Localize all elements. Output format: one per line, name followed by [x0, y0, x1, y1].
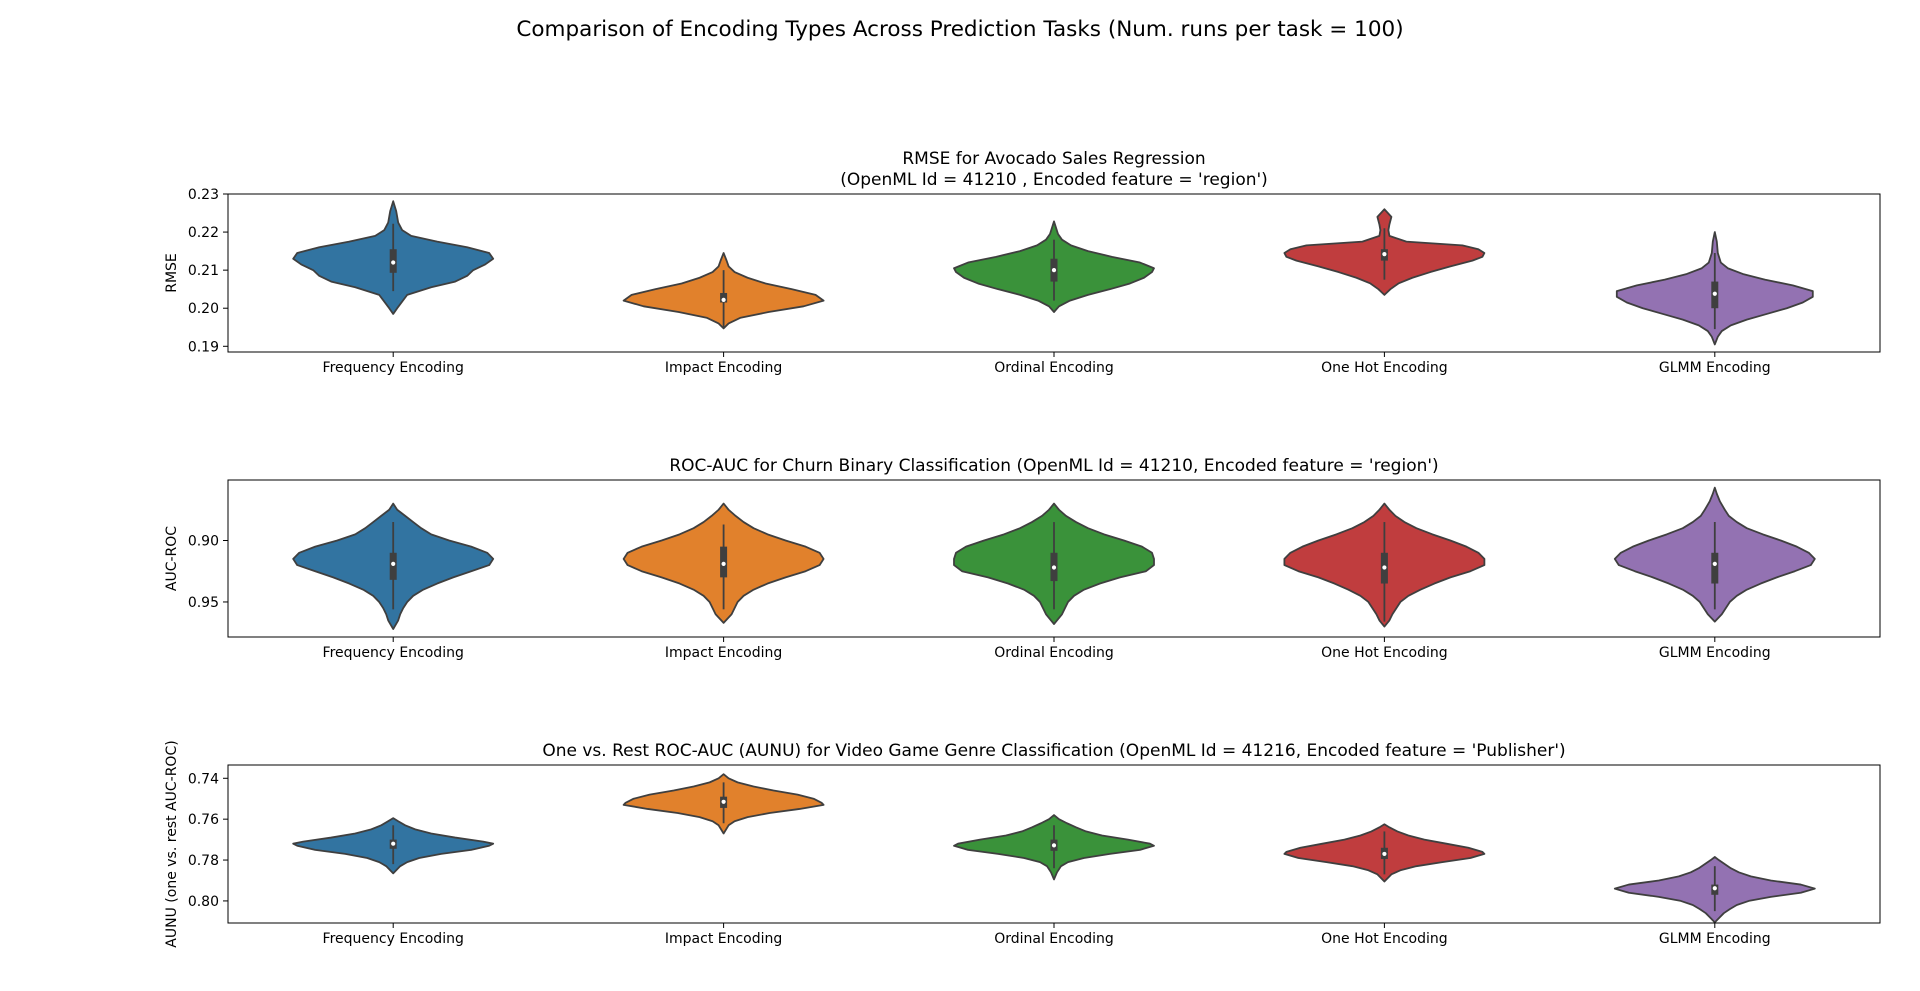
violin-median-marker	[1051, 268, 1057, 273]
ytick-label: 0.90	[188, 533, 219, 549]
xtick-label: Impact Encoding	[665, 931, 782, 947]
ytick-label: 0.95	[188, 595, 219, 611]
ytick-label: 0.76	[188, 812, 219, 828]
ytick-label: 0.23	[188, 187, 219, 203]
violin-median-marker	[391, 260, 396, 265]
ytick-label: 0.21	[188, 263, 219, 279]
violin-median-marker	[1712, 886, 1717, 891]
violin-median-marker	[1382, 851, 1387, 857]
xtick-label: Ordinal Encoding	[994, 645, 1114, 661]
violin-median-marker	[1051, 565, 1057, 570]
subplot-1-ylabel: RMSE	[164, 253, 180, 293]
violin-iqr-box	[389, 552, 397, 580]
ytick-label: 0.22	[188, 225, 219, 241]
xtick-label: Ordinal Encoding	[994, 360, 1114, 376]
subplot-2-title: ROC-AUC for Churn Binary Classification …	[669, 456, 1438, 476]
ytick-label: 0.78	[188, 853, 219, 869]
violin-median-marker	[1051, 843, 1057, 848]
xtick-label: Impact Encoding	[665, 360, 782, 376]
violin-median-marker	[721, 561, 726, 566]
xtick-label: Frequency Encoding	[323, 360, 464, 376]
xtick-label: One Hot Encoding	[1321, 645, 1448, 661]
ytick-label: 0.19	[188, 339, 219, 355]
xtick-label: GLMM Encoding	[1659, 931, 1771, 947]
subplot-3: One vs. Rest ROC-AUC (AUNU) for Video Ga…	[164, 740, 1881, 948]
xtick-label: GLMM Encoding	[1659, 360, 1771, 376]
xtick-label: One Hot Encoding	[1321, 360, 1448, 376]
subplot-1: RMSE for Avocado Sales Regression(OpenML…	[164, 149, 1881, 376]
violin-median-marker	[721, 297, 726, 302]
violin-iqr-box	[1711, 552, 1719, 584]
violin-median-marker	[391, 841, 396, 846]
violin-median-marker	[1382, 252, 1387, 257]
ytick-label: 0.80	[188, 894, 219, 910]
violin-median-marker	[391, 561, 396, 566]
violin-median-marker	[1712, 291, 1717, 296]
subplot-3-ylabel: AUNU (one vs. rest AUC-ROC)	[164, 740, 180, 947]
xtick-label: Impact Encoding	[665, 645, 782, 661]
ytick-label: 0.74	[188, 771, 219, 787]
subplot-3-title: One vs. Rest ROC-AUC (AUNU) for Video Ga…	[542, 741, 1565, 761]
xtick-label: One Hot Encoding	[1321, 931, 1448, 947]
violin-median-marker	[721, 799, 726, 804]
subplot-1-title-line-1: RMSE for Avocado Sales Regression	[902, 149, 1205, 169]
xtick-label: Frequency Encoding	[323, 931, 464, 947]
subplot-2: ROC-AUC for Churn Binary Classification …	[164, 456, 1881, 661]
ytick-label: 0.20	[188, 301, 219, 317]
subplot-1-title-line-2: (OpenML Id = 41210 , Encoded feature = '…	[840, 170, 1268, 190]
xtick-label: GLMM Encoding	[1659, 645, 1771, 661]
violin-median-marker	[1712, 561, 1717, 566]
xtick-label: Ordinal Encoding	[994, 931, 1114, 947]
violin-median-marker	[1382, 565, 1387, 570]
xtick-label: Frequency Encoding	[323, 645, 464, 661]
figure-suptitle: Comparison of Encoding Types Across Pred…	[516, 17, 1403, 42]
subplot-2-ylabel: AUC-ROC	[164, 526, 180, 591]
